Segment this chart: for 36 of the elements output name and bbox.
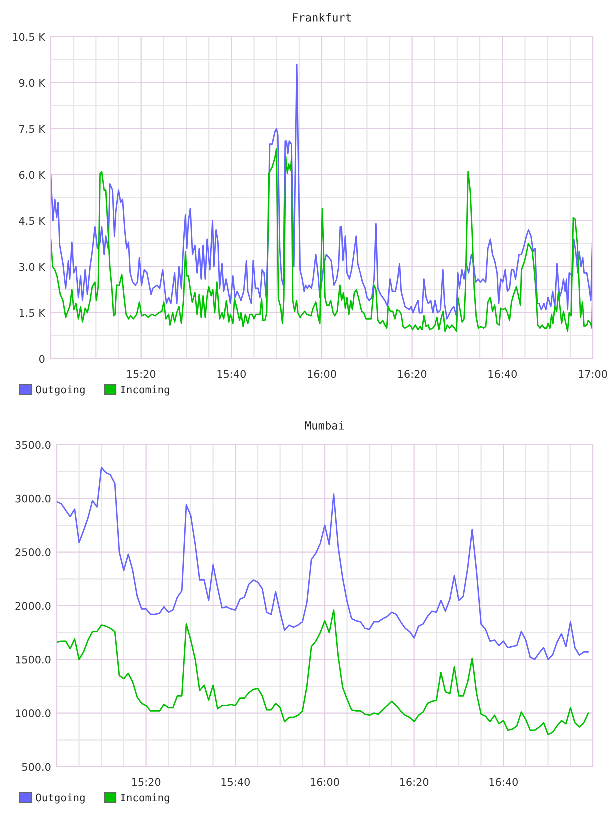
y-tick-label: 1.5 K — [20, 309, 46, 318]
line-series — [51, 148, 593, 332]
legend-label: Incoming — [121, 386, 170, 396]
line-series — [57, 610, 590, 736]
line-series — [57, 466, 590, 660]
x-tick-label: 16:20 — [400, 778, 429, 786]
y-tick-label: 3500.0 — [16, 441, 51, 450]
y-tick-label: 2000.0 — [16, 602, 51, 610]
x-tick-label: 16:00 — [308, 370, 336, 378]
x-tick-label: 15:20 — [127, 370, 156, 378]
x-tick-label: 16:20 — [398, 370, 427, 378]
line-series — [51, 64, 593, 320]
legend-label: Outgoing — [36, 794, 85, 804]
x-tick-label: 15:20 — [132, 778, 161, 786]
x-tick-label: 16:40 — [490, 778, 518, 786]
chart-title: Frankfurt — [293, 13, 352, 22]
y-tick-label: 500.0 — [22, 763, 51, 772]
legend-label: Incoming — [121, 794, 170, 804]
legend-label: Outgoing — [36, 386, 85, 396]
y-tick-label: 1000.0 — [16, 710, 51, 718]
y-tick-label: 3000.0 — [16, 494, 51, 503]
x-tick-label: 16:40 — [488, 370, 517, 378]
y-tick-label: 9.0 K — [19, 79, 46, 88]
x-tick-label: 15:40 — [218, 370, 246, 378]
y-tick-label: 0 — [40, 355, 45, 364]
y-tick-label: 6.0 K — [19, 171, 46, 180]
y-tick-label: 10.5 K — [13, 33, 46, 42]
chart-title: Mumbai — [305, 421, 344, 430]
y-tick-label: 2500.0 — [16, 548, 51, 556]
x-tick-label: 17:00 — [579, 370, 608, 378]
y-tick-label: 3.0 K — [20, 263, 46, 272]
y-tick-label: 1500.0 — [16, 656, 51, 664]
x-tick-label: 16:00 — [311, 778, 340, 786]
x-tick-label: 15:40 — [222, 778, 250, 786]
y-tick-label: 7.5 K — [20, 125, 46, 134]
y-tick-label: 4.5 K — [19, 217, 46, 226]
